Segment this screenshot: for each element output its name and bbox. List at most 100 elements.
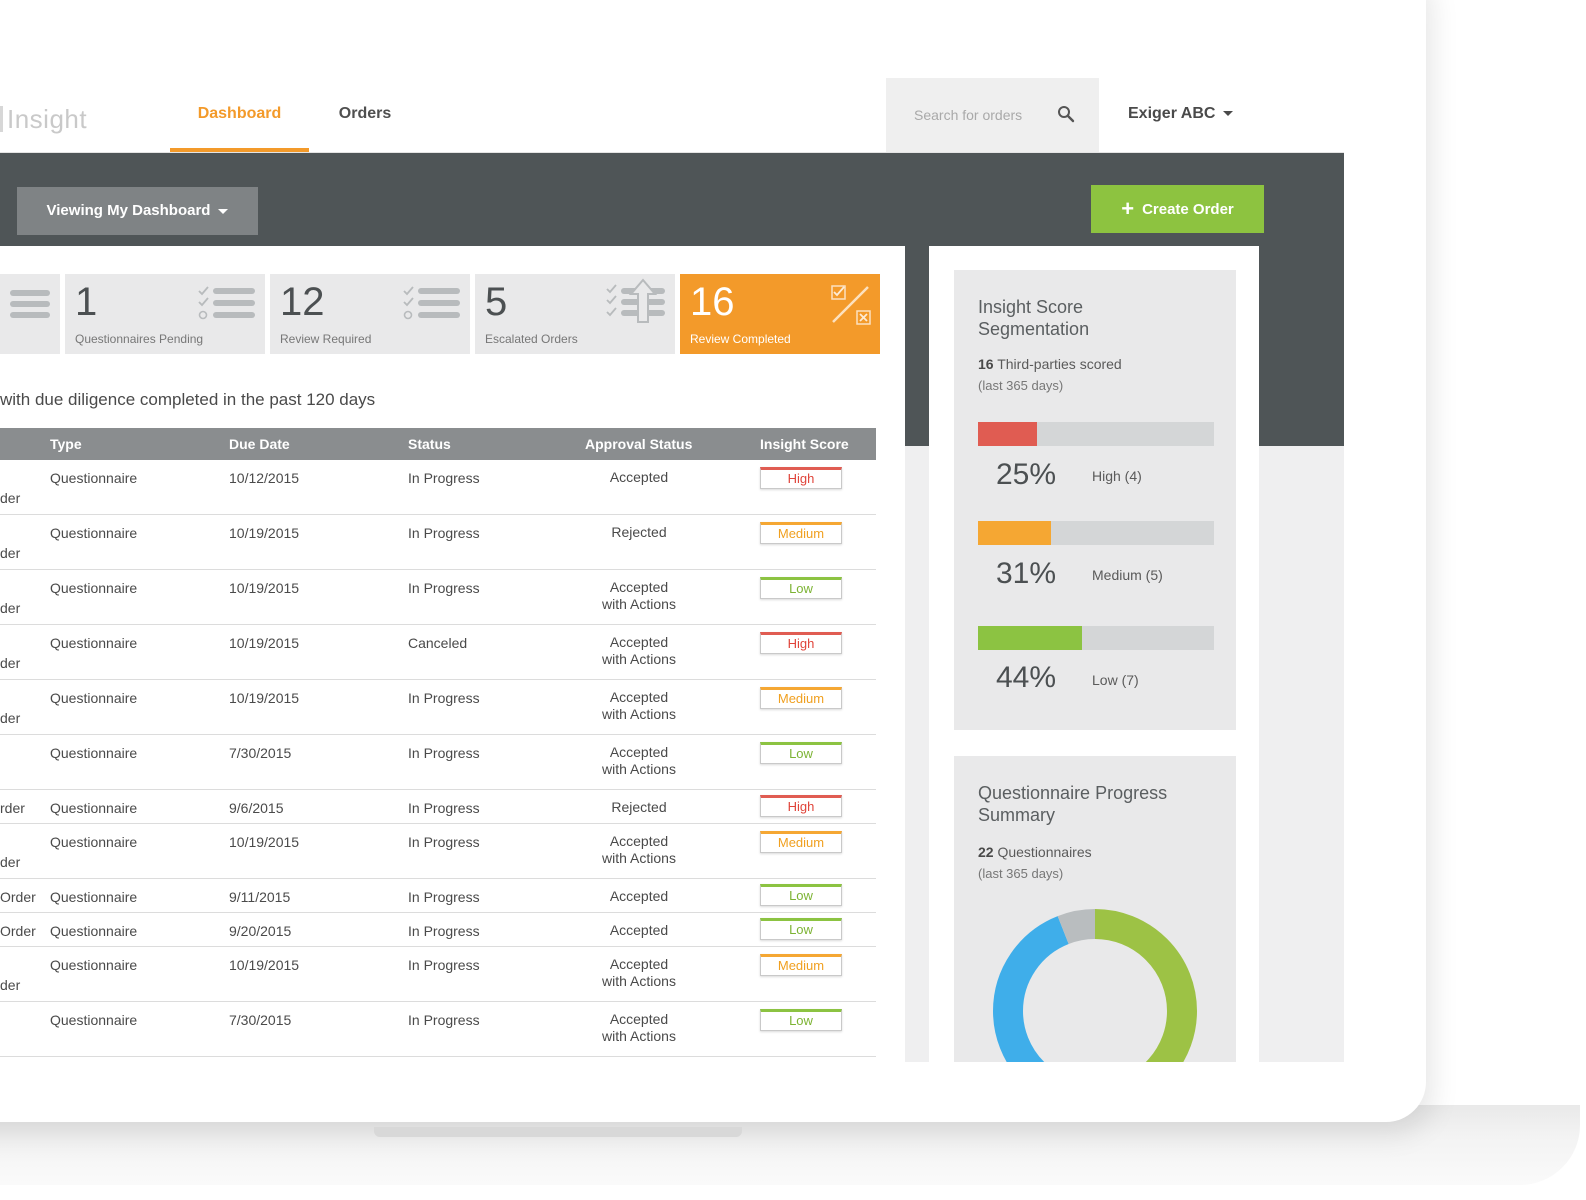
app-logo[interactable]: Insight — [0, 104, 87, 135]
donut-slice[interactable] — [993, 909, 1197, 1062]
view-dashboard-dropdown[interactable]: Viewing My Dashboard — [17, 187, 258, 235]
stat-card-review-completed[interactable]: 16 Review Completed — [680, 274, 880, 354]
order-name-cell[interactable]: der — [0, 655, 21, 671]
checklist-icon — [198, 286, 255, 320]
insight-score-badge: Medium — [760, 522, 842, 544]
insight-score-badge: Medium — [760, 687, 842, 709]
segment-bar-medium[interactable] — [978, 521, 1214, 545]
type-cell: Questionnaire — [50, 889, 138, 905]
status-cell: In Progress — [408, 470, 480, 486]
app-screen: Insight Dashboard Orders Search for orde… — [0, 78, 1344, 1062]
status-cell: In Progress — [408, 690, 480, 706]
column-header-due-date[interactable]: Due Date — [229, 436, 290, 452]
questionnaire-period: (last 365 days) — [978, 866, 1064, 881]
due-date-cell: 10/19/2015 — [229, 525, 300, 541]
approval-status-cell: Rejected — [611, 799, 667, 815]
status-cell: In Progress — [408, 580, 480, 596]
stat-value: 16 — [690, 280, 735, 324]
orders-table-header: Type Due Date Status Approval Status Ins… — [0, 428, 876, 460]
column-header-insight-score[interactable]: Insight Score — [760, 436, 849, 452]
stat-value: 12 — [280, 280, 325, 324]
order-name-cell[interactable]: der — [0, 854, 21, 870]
segmentation-count-label: Third-parties scored — [997, 356, 1122, 372]
check-cross-icon — [831, 285, 871, 325]
segment-bar-fill — [978, 626, 1082, 650]
due-date-cell: 9/6/2015 — [229, 800, 284, 816]
table-row[interactable]: der Questionnaire 10/19/2015 In Progress Acc… — [0, 570, 876, 625]
stat-card-escalated-orders[interactable]: 5 Escalated Orders — [475, 274, 675, 354]
checklist-icon — [10, 290, 50, 318]
chevron-down-icon — [218, 208, 229, 214]
status-cell: In Progress — [408, 1012, 480, 1028]
order-name-cell[interactable]: der — [0, 710, 21, 726]
column-header-approval-status[interactable]: Approval Status — [585, 436, 693, 452]
search-input[interactable]: Search for orders — [886, 78, 1099, 152]
table-row[interactable]: Order Questionnaire 9/20/2015 In Progress Ac… — [0, 913, 876, 947]
stat-card-review-required[interactable]: 12 Review Required — [270, 274, 470, 354]
questionnaire-donut-chart[interactable] — [954, 896, 1236, 1062]
segment-label-low: Low (7) — [1092, 672, 1139, 688]
status-cell: In Progress — [408, 923, 480, 939]
stat-card-questionnaires-pending[interactable]: 1 Questionnaires Pending — [65, 274, 265, 354]
logo-mark — [0, 106, 3, 132]
segment-bar-high[interactable] — [978, 422, 1214, 446]
status-cell: In Progress — [408, 800, 480, 816]
stat-label: Questionnaires Pending — [75, 332, 204, 346]
insight-score-badge: High — [760, 632, 842, 654]
status-cell: In Progress — [408, 957, 480, 973]
order-name-cell[interactable]: der — [0, 977, 21, 993]
insight-score-badge: Low — [760, 1009, 842, 1031]
order-name-cell[interactable]: rder — [0, 800, 25, 816]
due-date-cell: 7/30/2015 — [229, 1012, 292, 1028]
segment-bar-low[interactable] — [978, 626, 1214, 650]
donut-slice[interactable] — [993, 909, 1197, 1062]
table-row[interactable]: der Questionnaire 10/19/2015 In Progress Rej… — [0, 515, 876, 570]
approval-status-cell: Accepted with Actions — [602, 833, 676, 866]
search-icon[interactable] — [1057, 105, 1075, 123]
tab-dashboard[interactable]: Dashboard — [170, 78, 309, 152]
table-row[interactable]: rder Questionnaire 9/6/2015 In Progress Reje… — [0, 790, 876, 824]
approval-status-cell: Accepted with Actions — [602, 689, 676, 722]
questionnaire-count: 22 Questionnaires — [978, 844, 1092, 860]
view-dashboard-label: Viewing My Dashboard — [46, 202, 211, 219]
type-cell: Questionnaire — [50, 525, 138, 541]
approval-status-cell: Accepted with Actions — [602, 1011, 676, 1044]
order-name-cell[interactable]: Order — [0, 889, 36, 905]
table-row[interactable]: der Questionnaire 10/19/2015 In Progress Acc… — [0, 680, 876, 735]
type-cell: Questionnaire — [50, 470, 138, 486]
stat-card-partial[interactable] — [0, 274, 60, 354]
segment-bar-fill — [978, 521, 1052, 545]
insight-score-badge: Medium — [760, 954, 842, 976]
stat-label: Review Required — [280, 332, 372, 346]
due-date-cell: 9/11/2015 — [229, 889, 291, 905]
segment-label-medium: Medium (5) — [1092, 567, 1163, 583]
order-name-cell[interactable]: der — [0, 545, 21, 561]
column-header-status[interactable]: Status — [408, 436, 451, 452]
table-row[interactable]: der Questionnaire 10/19/2015 In Progress Acc… — [0, 824, 876, 879]
type-cell: Questionnaire — [50, 635, 138, 651]
order-name-cell[interactable]: Order — [0, 923, 36, 939]
due-date-cell: 10/19/2015 — [229, 580, 300, 596]
questionnaire-progress-summary-card: Questionnaire Progress Summary 22 Questi… — [954, 756, 1236, 1062]
account-menu[interactable]: Exiger ABC — [1128, 105, 1234, 123]
table-row[interactable]: der Questionnaire 10/19/2015 In Progress Acc… — [0, 947, 876, 1002]
table-row[interactable]: Questionnaire 7/30/2015 In Progress Accepte… — [0, 735, 876, 790]
order-name-cell[interactable]: der — [0, 600, 21, 616]
column-header-type[interactable]: Type — [50, 436, 82, 452]
create-order-button[interactable]: + Create Order — [1091, 185, 1264, 233]
table-row[interactable]: der Questionnaire 10/19/2015 Canceled Accept… — [0, 625, 876, 680]
device-base-notch — [374, 1127, 742, 1137]
stat-label: Review Completed — [690, 332, 791, 346]
table-row[interactable]: Order Questionnaire 9/11/2015 In Progress Ac… — [0, 879, 876, 913]
stat-value: 1 — [75, 280, 98, 324]
insight-score-badge: Low — [760, 742, 842, 764]
tab-orders[interactable]: Orders — [338, 105, 392, 122]
table-row[interactable]: der Questionnaire 10/12/2015 In Progress Acc… — [0, 460, 876, 515]
insight-score-badge: High — [760, 467, 842, 489]
order-name-cell[interactable]: der — [0, 490, 21, 506]
type-cell: Questionnaire — [50, 1012, 138, 1028]
type-cell: Questionnaire — [50, 834, 138, 850]
due-date-cell: 10/19/2015 — [229, 635, 300, 651]
table-row[interactable]: Questionnaire 7/30/2015 In Progress Accepte… — [0, 1002, 876, 1057]
account-name: Exiger ABC — [1128, 105, 1216, 122]
